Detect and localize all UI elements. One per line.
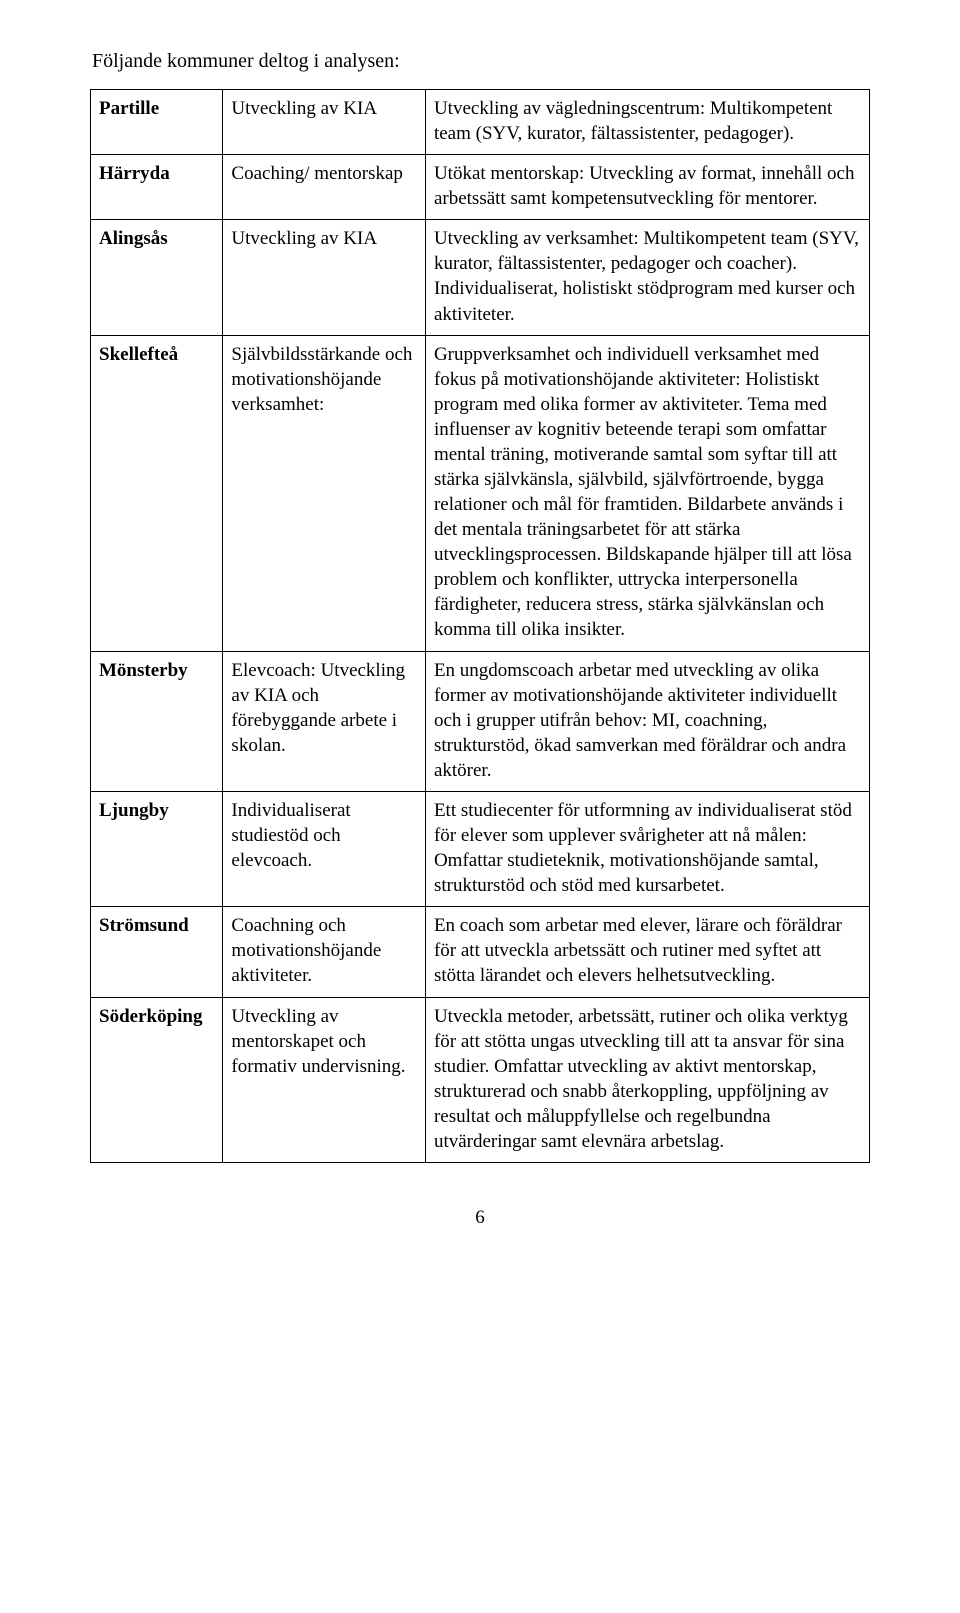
project-type: Coachning och motivationshöjande aktivit… <box>223 907 426 997</box>
table-row: Härryda Coaching/ mentorskap Utökat ment… <box>91 155 870 220</box>
project-type: Utveckling av KIA <box>223 90 426 155</box>
analysis-table: Partille Utveckling av KIA Utveckling av… <box>90 89 870 1163</box>
project-description: Utökat mentorskap: Utveckling av format,… <box>425 155 869 220</box>
page-number: 6 <box>90 1207 870 1229</box>
municipality-name: Härryda <box>91 155 223 220</box>
municipality-name: Mönsterby <box>91 651 223 791</box>
municipality-name: Skellefteå <box>91 335 223 651</box>
table-row: Alingsås Utveckling av KIA Utveckling av… <box>91 220 870 335</box>
project-description: En coach som arbetar med elever, lärare … <box>425 907 869 997</box>
municipality-name: Ljungby <box>91 791 223 906</box>
project-description: Utveckling av verksamhet: Multikompetent… <box>425 220 869 335</box>
municipality-name: Partille <box>91 90 223 155</box>
project-type: Coaching/ mentorskap <box>223 155 426 220</box>
municipality-name: Alingsås <box>91 220 223 335</box>
project-description: Utveckla metoder, arbetssätt, rutiner oc… <box>425 997 869 1162</box>
table-row: Söderköping Utveckling av mentorskapet o… <box>91 997 870 1162</box>
project-type: Utveckling av KIA <box>223 220 426 335</box>
project-type: Utveckling av mentorskapet och formativ … <box>223 997 426 1162</box>
table-row: Partille Utveckling av KIA Utveckling av… <box>91 90 870 155</box>
project-description: Gruppverksamhet och individuell verksamh… <box>425 335 869 651</box>
project-type: Individualiserat studiestöd och elevcoac… <box>223 791 426 906</box>
project-type: Elevcoach: Utveckling av KIA och förebyg… <box>223 651 426 791</box>
project-description: Utveckling av vägledningscentrum: Multik… <box>425 90 869 155</box>
table-row: Skellefteå Självbildsstärkande och motiv… <box>91 335 870 651</box>
project-description: Ett studiecenter för utformning av indiv… <box>425 791 869 906</box>
municipality-name: Söderköping <box>91 997 223 1162</box>
table-row: Ljungby Individualiserat studiestöd och … <box>91 791 870 906</box>
page: Följande kommuner deltog i analysen: Par… <box>0 0 960 1279</box>
table-row: Strömsund Coachning och motivationshöjan… <box>91 907 870 997</box>
intro-text: Följande kommuner deltog i analysen: <box>90 48 870 75</box>
project-description: En ungdomscoach arbetar med utveckling a… <box>425 651 869 791</box>
municipality-name: Strömsund <box>91 907 223 997</box>
table-row: Mönsterby Elevcoach: Utveckling av KIA o… <box>91 651 870 791</box>
project-type: Självbildsstärkande och motivationshöjan… <box>223 335 426 651</box>
